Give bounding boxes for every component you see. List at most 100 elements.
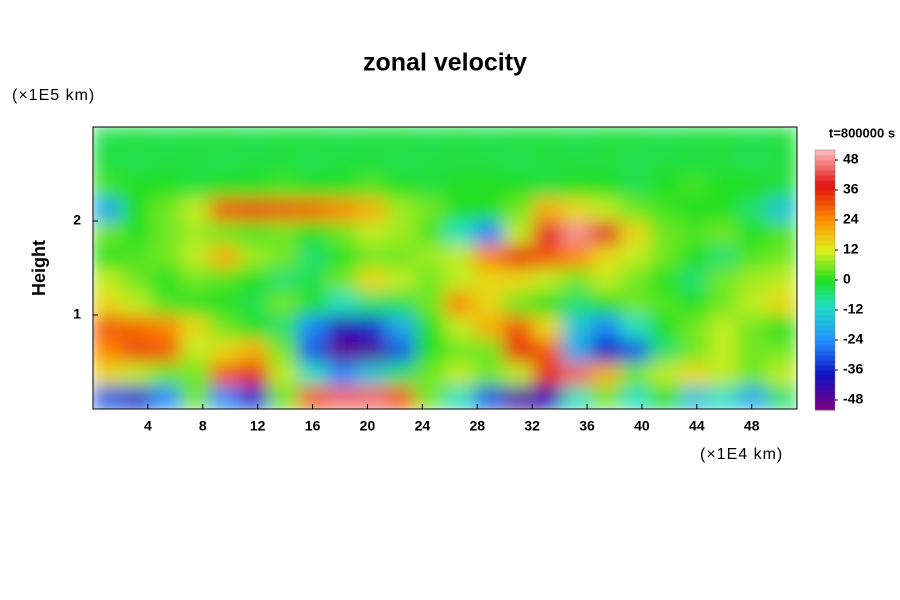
- cell: [121, 361, 153, 386]
- cell: [591, 314, 622, 339]
- cell: [297, 361, 329, 386]
- cell: [121, 385, 153, 409]
- cell: [121, 150, 153, 175]
- cell: [268, 291, 299, 316]
- cell: [620, 291, 651, 316]
- cell: [385, 385, 417, 409]
- x-tick-label: 32: [524, 418, 540, 434]
- cell: [268, 244, 299, 269]
- cells: [93, 127, 797, 409]
- cell: [327, 385, 358, 409]
- colorbar-band: [815, 330, 835, 336]
- cell: [473, 385, 505, 409]
- cell: [708, 361, 739, 386]
- cell: [209, 173, 241, 198]
- cell: [503, 314, 534, 339]
- cell: [767, 291, 797, 316]
- cell: [93, 385, 123, 409]
- colorbar-tick-label: -12: [843, 301, 863, 317]
- cell: [473, 127, 505, 151]
- cell: [473, 197, 505, 222]
- colorbar-tick-label: -48: [843, 391, 863, 407]
- cell: [532, 291, 563, 316]
- colorbar-band: [815, 335, 835, 341]
- cell: [679, 173, 710, 198]
- colorbar-tick-label: 12: [843, 241, 859, 257]
- cell: [239, 197, 270, 222]
- cell: [180, 173, 211, 198]
- cell: [620, 127, 651, 151]
- cell: [767, 385, 797, 409]
- cell: [767, 267, 797, 292]
- cell: [767, 361, 797, 386]
- cell: [415, 173, 446, 198]
- cell: [209, 267, 241, 292]
- cell: [297, 314, 329, 339]
- cell: [444, 385, 475, 409]
- cell: [93, 291, 123, 316]
- cell: [649, 385, 681, 409]
- cell: [385, 361, 417, 386]
- cell: [297, 267, 329, 292]
- cell: [708, 314, 739, 339]
- cell: [591, 267, 622, 292]
- cell: [239, 314, 270, 339]
- colorbar-band: [815, 225, 835, 231]
- cell: [121, 244, 153, 269]
- cell: [93, 197, 123, 222]
- cell: [209, 220, 241, 245]
- cell: [473, 291, 505, 316]
- cell: [93, 314, 123, 339]
- cell: [532, 314, 563, 339]
- cell: [737, 267, 769, 292]
- cell: [591, 150, 622, 175]
- cell: [767, 338, 797, 363]
- cell: [503, 127, 534, 151]
- cell: [239, 173, 270, 198]
- cell: [473, 361, 505, 386]
- cell: [708, 244, 739, 269]
- cell: [532, 150, 563, 175]
- cell: [561, 361, 593, 386]
- cell: [444, 267, 475, 292]
- cell: [561, 314, 593, 339]
- cell: [239, 385, 270, 409]
- cell: [679, 314, 710, 339]
- colorbar-band: [815, 295, 835, 301]
- y-tick-label: 2: [73, 212, 81, 228]
- cell: [121, 338, 153, 363]
- cell: [649, 338, 681, 363]
- cell: [473, 244, 505, 269]
- cell: [93, 220, 123, 245]
- colorbar-band: [815, 325, 835, 331]
- colorbar-band: [815, 160, 835, 166]
- cell: [620, 267, 651, 292]
- cell: [737, 314, 769, 339]
- colorbar-band: [815, 215, 835, 221]
- cell: [532, 173, 563, 198]
- colorbar-band: [815, 185, 835, 191]
- cell: [356, 291, 387, 316]
- cell: [239, 291, 270, 316]
- cell: [268, 314, 299, 339]
- cell: [297, 220, 329, 245]
- cell: [737, 220, 769, 245]
- cell: [561, 173, 593, 198]
- cell: [151, 127, 182, 151]
- cell: [708, 127, 739, 151]
- cell: [297, 173, 329, 198]
- cell: [473, 314, 505, 339]
- cell: [239, 267, 270, 292]
- cell: [327, 173, 358, 198]
- x-tick-label: 44: [689, 418, 705, 434]
- x-tick-label: 36: [579, 418, 595, 434]
- y-axis-label: Height: [29, 240, 49, 296]
- cell: [444, 127, 475, 151]
- cell: [180, 150, 211, 175]
- cell: [561, 220, 593, 245]
- cell: [385, 314, 417, 339]
- cell: [356, 197, 387, 222]
- cell: [385, 197, 417, 222]
- cell: [444, 361, 475, 386]
- cell: [297, 127, 329, 151]
